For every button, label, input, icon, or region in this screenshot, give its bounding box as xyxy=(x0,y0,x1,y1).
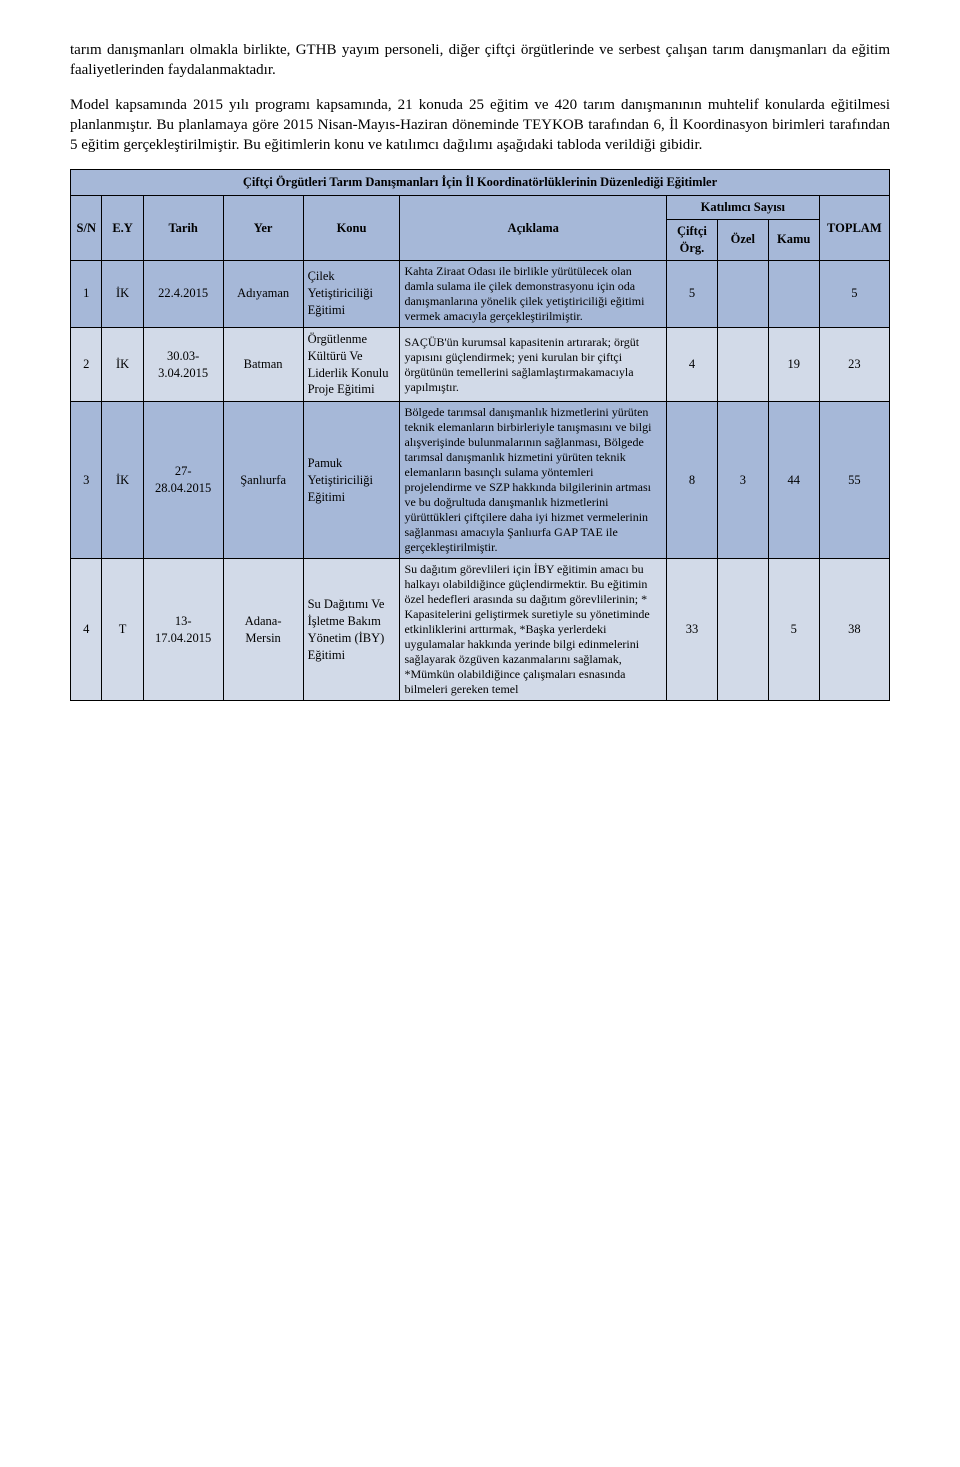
cell-konu: Çilek Yetiştiriciliği Eğitimi xyxy=(303,260,400,327)
cell-ey: T xyxy=(102,559,143,701)
cell-konu: Pamuk Yetiştiriciliği Eğitimi xyxy=(303,402,400,559)
cell-kamu: 44 xyxy=(768,402,819,559)
cell-ozel xyxy=(717,260,768,327)
col-aciklama: Açıklama xyxy=(400,196,667,261)
cell-ozel xyxy=(717,327,768,402)
cell-konu: Örgütlenme Kültürü Ve Liderlik Konulu Pr… xyxy=(303,327,400,402)
col-tarih: Tarih xyxy=(143,196,223,261)
cell-yer: Adıyaman xyxy=(223,260,303,327)
table-row: 4 T 13-17.04.2015 Adana-Mersin Su Dağıtı… xyxy=(71,559,890,701)
col-yer: Yer xyxy=(223,196,303,261)
cell-ciftci: 8 xyxy=(667,402,718,559)
cell-ciftci: 5 xyxy=(667,260,718,327)
col-kamu: Kamu xyxy=(768,220,819,261)
col-toplam: TOPLAM xyxy=(819,196,889,261)
col-ey: E.Y xyxy=(102,196,143,261)
cell-yer: Adana-Mersin xyxy=(223,559,303,701)
cell-yer: Batman xyxy=(223,327,303,402)
cell-aciklama: Su dağıtım görevlileri için İBY eğitimin… xyxy=(400,559,667,701)
table-row: 1 İK 22.4.2015 Adıyaman Çilek Yetiştiric… xyxy=(71,260,890,327)
cell-ozel: 3 xyxy=(717,402,768,559)
cell-sn: 2 xyxy=(71,327,102,402)
cell-konu: Su Dağıtımı Ve İşletme Bakım Yönetim (İB… xyxy=(303,559,400,701)
col-sn: S/N xyxy=(71,196,102,261)
cell-toplam: 23 xyxy=(819,327,889,402)
table-row: 2 İK 30.03-3.04.2015 Batman Örgütlenme K… xyxy=(71,327,890,402)
cell-sn: 1 xyxy=(71,260,102,327)
cell-toplam: 5 xyxy=(819,260,889,327)
intro-paragraph-1: tarım danışmanları olmakla birlikte, GTH… xyxy=(70,40,890,81)
intro-paragraph-2: Model kapsamında 2015 yılı programı kaps… xyxy=(70,95,890,156)
training-table: Çiftçi Örgütleri Tarım Danışmanları İçin… xyxy=(70,169,890,701)
col-ozel: Özel xyxy=(717,220,768,261)
cell-tarih: 13-17.04.2015 xyxy=(143,559,223,701)
cell-tarih: 22.4.2015 xyxy=(143,260,223,327)
cell-toplam: 55 xyxy=(819,402,889,559)
cell-ciftci: 4 xyxy=(667,327,718,402)
col-katilimci: Katılımcı Sayısı xyxy=(667,196,820,220)
cell-kamu: 5 xyxy=(768,559,819,701)
cell-ey: İK xyxy=(102,402,143,559)
cell-ey: İK xyxy=(102,260,143,327)
cell-aciklama: Bölgede tarımsal danışmanlık hizmetlerin… xyxy=(400,402,667,559)
cell-ozel xyxy=(717,559,768,701)
col-ciftci: Çiftçi Örg. xyxy=(667,220,718,261)
table-title: Çiftçi Örgütleri Tarım Danışmanları İçin… xyxy=(71,170,890,196)
cell-aciklama: Kahta Ziraat Odası ile birlikle yürütüle… xyxy=(400,260,667,327)
table-row: 3 İK 27-28.04.2015 Şanlıurfa Pamuk Yetiş… xyxy=(71,402,890,559)
cell-kamu xyxy=(768,260,819,327)
col-konu: Konu xyxy=(303,196,400,261)
cell-tarih: 27-28.04.2015 xyxy=(143,402,223,559)
cell-aciklama: SAÇÜB'ün kurumsal kapasitenin artırarak;… xyxy=(400,327,667,402)
cell-sn: 4 xyxy=(71,559,102,701)
cell-ciftci: 33 xyxy=(667,559,718,701)
cell-kamu: 19 xyxy=(768,327,819,402)
cell-ey: İK xyxy=(102,327,143,402)
cell-sn: 3 xyxy=(71,402,102,559)
cell-yer: Şanlıurfa xyxy=(223,402,303,559)
cell-toplam: 38 xyxy=(819,559,889,701)
cell-tarih: 30.03-3.04.2015 xyxy=(143,327,223,402)
